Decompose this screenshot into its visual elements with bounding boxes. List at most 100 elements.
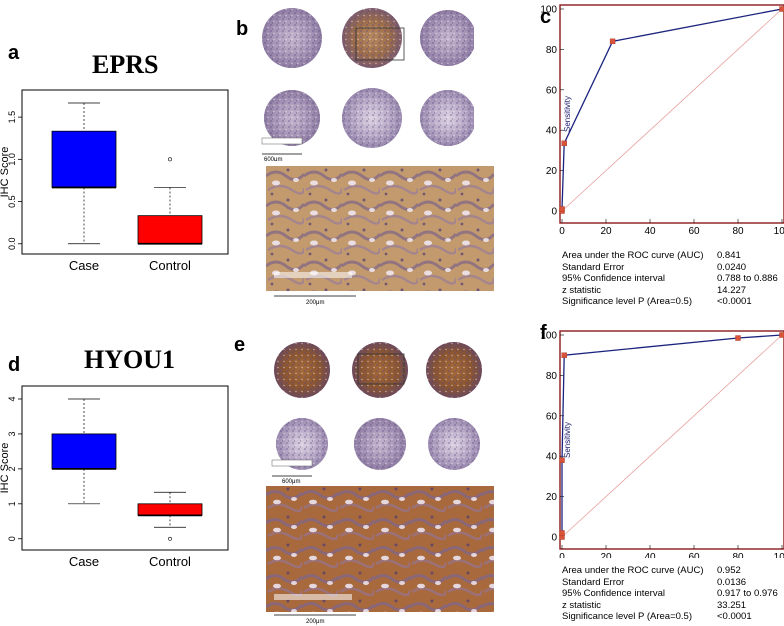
stats-label: Area under the ROC curve (AUC) (562, 250, 704, 261)
y-axis-label: Sensitivity (563, 422, 572, 458)
roc-point (779, 332, 784, 338)
y-tick-label: 60 (546, 411, 558, 422)
panel-label-b: b (236, 18, 249, 40)
stats-label: 95% Confidence interval (562, 273, 665, 284)
y-axis-label: IHC Score (0, 147, 11, 198)
y-axis-label: Sensitivity (563, 96, 572, 132)
tma-image-b: 600μm (258, 6, 476, 163)
plot-frame (21, 89, 229, 255)
outlier-point (168, 157, 172, 162)
stats-value: 0.841 (717, 250, 741, 261)
stats-value: 14.227 (717, 284, 747, 296)
stats-label: Standard Error (562, 261, 625, 273)
gene-title-hyou1: HYOU1 (84, 345, 175, 374)
stats-label: Standard Error (562, 576, 625, 588)
y-tick-label: 1 (7, 501, 17, 506)
scale-bar-label-b2: 200μm (306, 300, 324, 306)
roc-point (779, 6, 784, 12)
roc-curve-eprs: 020406080100020406080100100-SpecificityS… (540, 4, 784, 236)
roc-point (561, 140, 567, 147)
panel-label-f: f (540, 322, 547, 344)
stats-label: Significance level P (Area=0.5) (562, 611, 692, 622)
y-tick-label: 100 (540, 331, 557, 342)
y-tick-label: 3 (7, 431, 17, 436)
scale-bar-label-b1: 600μm (264, 157, 282, 161)
stats-value: 0.917 to 0.976 (717, 588, 778, 599)
stats-value: <0.0001 (717, 611, 752, 622)
gene-title-eprs: EPRS (92, 50, 159, 79)
stats-row: 95% Confidence interval 0.788 to 0.886 (562, 273, 778, 285)
x-category-label: Control (149, 554, 191, 569)
y-tick-label: 40 (546, 452, 558, 463)
y-tick-label: 0 (7, 536, 17, 541)
y-tick-label: 0.0 (7, 238, 17, 251)
ihc-zoom-image-e (266, 486, 494, 612)
outlier-point (168, 536, 172, 541)
x-tick-label: 60 (688, 552, 700, 558)
x-tick-label: 20 (600, 552, 612, 558)
x-tick-label: 80 (732, 552, 744, 558)
x-tick-label: 100 (774, 552, 784, 558)
stats-label: Significance level P (Area=0.5) (562, 296, 692, 307)
roc-stats-f: Area under the ROC curve (AUC) 0.952 Stan… (562, 565, 778, 623)
scale-bar-e2: 200μm (274, 614, 356, 625)
roc-point (559, 457, 565, 463)
y-tick-label: 100 (540, 5, 557, 16)
x-category-label: Case (69, 554, 99, 569)
stats-label: Area under the ROC curve (AUC) (562, 565, 704, 576)
boxplot-eprs: 0.0 0.5 1.0 1.5 IHC Score Case Control (0, 89, 229, 273)
y-tick-label: 0.5 (7, 195, 17, 208)
y-tick-label: 20 (546, 166, 558, 177)
stats-row: Standard Error 0.0136 (562, 577, 778, 589)
x-tick-label: 80 (732, 226, 744, 236)
panel-label-a: a (8, 42, 20, 64)
x-tick-label: 20 (600, 226, 612, 236)
stats-row: 95% Confidence interval 0.917 to 0.976 (562, 588, 778, 600)
stats-value: <0.0001 (717, 296, 752, 307)
roc-point (559, 530, 565, 536)
box-control (137, 503, 203, 516)
stats-value: 0.0136 (717, 576, 747, 588)
box-case (51, 433, 117, 470)
stats-row: Area under the ROC curve (AUC) 0.952 (562, 565, 778, 577)
stats-row: Area under the ROC curve (AUC) 0.841 (562, 250, 778, 262)
x-tick-label: 40 (644, 226, 656, 236)
stats-row: Significance level P (Area=0.5) <0.0001 (562, 611, 778, 623)
x-category-label: Control (149, 258, 191, 273)
boxplot-hyou1: 0 1 2 3 4 IHC Score Case Control (0, 385, 229, 569)
y-axis-label: IHC Score (0, 443, 11, 494)
roc-curve-hyou1: 020406080100020406080100100-SpecificityS… (540, 330, 784, 558)
roc-point (609, 38, 616, 45)
scale-bar-b2: 200μm (274, 295, 356, 306)
x-tick-label: 0 (559, 226, 565, 236)
stats-row: z statistic 14.227 (562, 285, 778, 297)
scale-bar-label-e1: 600μm (282, 479, 300, 485)
panel-label-e: e (234, 334, 246, 356)
y-tick-label: 20 (546, 492, 558, 503)
tma-image-e: 600μm (268, 340, 484, 488)
stats-label: z statistic (562, 599, 602, 611)
x-tick-label: 0 (559, 552, 565, 558)
diagonal-reference (561, 8, 783, 212)
stats-value: 0.952 (717, 565, 741, 576)
y-tick-label: 60 (546, 85, 558, 96)
ihc-zoom-image-b (266, 166, 494, 291)
y-tick-label: 80 (546, 45, 558, 56)
x-tick-label: 100 (774, 226, 784, 236)
y-tick-label: 0 (551, 207, 557, 218)
x-tick-label: 60 (688, 226, 700, 236)
roc-point (561, 352, 567, 358)
plot-frame (21, 385, 229, 551)
panel-label-c: c (540, 6, 552, 28)
roc-frame (559, 4, 784, 224)
scale-bar-label-e2: 200μm (306, 619, 324, 625)
stats-label: z statistic (562, 284, 602, 296)
diagonal-reference (561, 334, 783, 538)
y-tick-label: 40 (546, 126, 558, 137)
y-tick-label: 80 (546, 371, 558, 382)
stats-row: Significance level P (Area=0.5) <0.0001 (562, 296, 778, 308)
panel-label-d: d (8, 354, 21, 376)
stats-row: z statistic 33.251 (562, 600, 778, 612)
roc-point (559, 206, 565, 212)
box-control (137, 215, 203, 245)
